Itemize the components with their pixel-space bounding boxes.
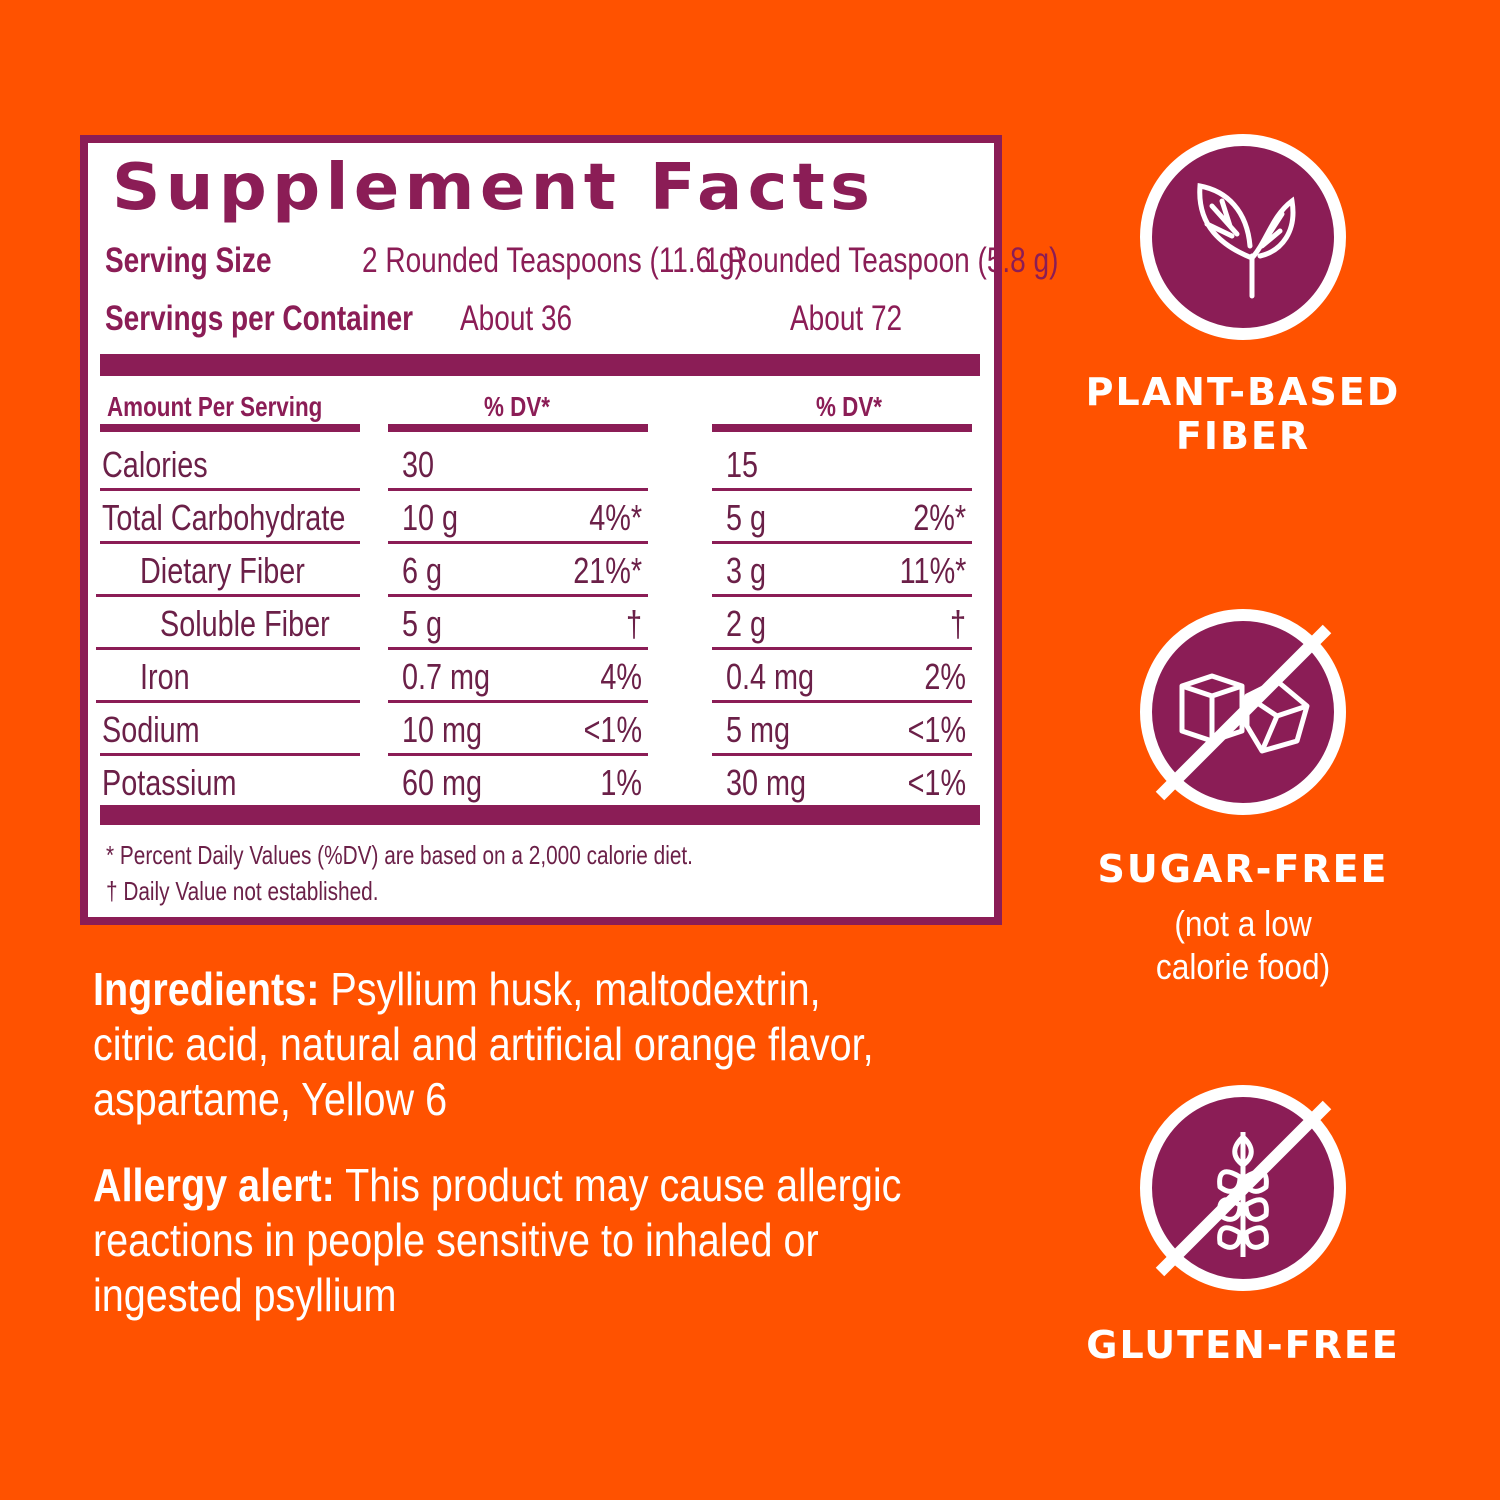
ingredients-text: Psyllium husk, maltodextrin, [319, 963, 821, 1015]
divider [712, 424, 972, 432]
nutrient-name: Calories [102, 444, 208, 485]
dv-header-1: % DV* [484, 391, 550, 422]
dv-serving-1: <1% [583, 709, 642, 750]
nutrient-row: Sodium 10 mg <1% 5 mg <1% [88, 703, 994, 756]
allergy-text: ingested psyllium [93, 1269, 397, 1321]
nutrient-name: Soluble Fiber [160, 603, 330, 644]
row-divider [388, 541, 648, 544]
allergy-text: This product may cause allergic [334, 1159, 902, 1211]
amount-serving-2: 5 mg [726, 709, 791, 750]
ingredients-text: aspartame, Yellow 6 [93, 1073, 448, 1125]
badge-sugar-free: SUGAR-FREE [1097, 847, 1389, 891]
amount-serving-1: 10 mg [402, 709, 483, 750]
no-wheat-icon [1140, 1085, 1346, 1291]
badge-sugar-free-note: (not a low [1174, 903, 1312, 944]
divider-thick [100, 805, 980, 825]
dv-serving-2: 2%* [913, 497, 966, 538]
serving-size-1: 2 Rounded Teaspoons (11.6 g) [362, 241, 744, 280]
allergy-label: Allergy alert: [93, 1159, 335, 1211]
footnote-dagger: † Daily Value not established. [106, 876, 379, 906]
divider-thick [100, 354, 980, 376]
dv-serving-2: 2% [924, 656, 966, 697]
row-divider [96, 594, 360, 597]
row-divider [100, 488, 360, 491]
dv-serving-1: † [625, 603, 642, 644]
row-divider [100, 753, 360, 756]
amount-serving-2: 30 mg [726, 762, 807, 803]
amount-serving-2: 3 g [726, 550, 767, 591]
amount-header: Amount Per Serving [107, 391, 323, 422]
badge-plant-based-line2: FIBER [1175, 414, 1311, 458]
row-divider [388, 594, 648, 597]
row-divider [712, 488, 972, 491]
nutrient-row: Potassium 60 mg 1% 30 mg <1% [88, 756, 994, 809]
amount-serving-1: 10 g [402, 497, 459, 538]
row-divider [96, 647, 360, 650]
divider [388, 424, 648, 432]
no-sugar-cubes-icon [1140, 609, 1346, 815]
nutrient-row: Iron 0.7 mg 4% 0.4 mg 2% [88, 650, 994, 703]
serving-size-2: 1 Rounded Teaspoon (5.8 g) [704, 241, 1059, 280]
amount-serving-1: 0.7 mg [402, 656, 491, 697]
dv-serving-1: 1% [600, 762, 642, 803]
nutrient-name: Potassium [102, 762, 237, 803]
facts-title: Supplement Facts [112, 151, 876, 225]
ingredients-label: Ingredients: [93, 963, 320, 1015]
nutrient-row: Calories 30 15 [88, 438, 994, 491]
ingredients-text: citric acid, natural and artificial oran… [93, 1018, 874, 1070]
badge-sugar-free-note: calorie food) [1155, 946, 1331, 987]
row-divider [712, 647, 972, 650]
amount-serving-1: 6 g [402, 550, 443, 591]
leaf-icon [1140, 134, 1346, 340]
amount-serving-2: 5 g [726, 497, 767, 538]
badge-gluten-free: GLUTEN-FREE [1086, 1323, 1400, 1367]
ingredients: Ingredients: Psyllium husk, maltodextrin… [93, 962, 1001, 1127]
row-divider [712, 594, 972, 597]
nutrient-row: Soluble Fiber 5 g † 2 g † [88, 597, 994, 650]
row-divider [388, 700, 648, 703]
servings-2: About 72 [790, 299, 903, 338]
supplement-facts-panel: Supplement Facts Serving Size 2 Rounded … [80, 135, 1058, 925]
dv-serving-1: 4%* [589, 497, 642, 538]
badge-plant-based-line1: PLANT-BASED [1085, 370, 1401, 414]
row-divider [100, 541, 360, 544]
amount-serving-2: 0.4 mg [726, 656, 815, 697]
dv-serving-1: 4% [600, 656, 642, 697]
servings-1: About 36 [460, 299, 573, 338]
nutrient-row: Dietary Fiber 6 g 21%* 3 g 11%* [88, 544, 994, 597]
row-divider [388, 647, 648, 650]
dv-serving-1: 21%* [573, 550, 642, 591]
amount-serving-2: 15 [726, 444, 759, 485]
allergy-text: reactions in people sensitive to inhaled… [93, 1214, 819, 1266]
dv-header-2: % DV* [816, 391, 882, 422]
footnote-dv: * Percent Daily Values (%DV) are based o… [106, 840, 693, 870]
amount-serving-2: 2 g [726, 603, 767, 644]
nutrient-name: Iron [140, 656, 190, 697]
row-divider [96, 700, 360, 703]
nutrient-name: Dietary Fiber [140, 550, 305, 591]
row-divider [712, 753, 972, 756]
row-divider [712, 700, 972, 703]
dv-serving-2: <1% [907, 762, 966, 803]
allergy-alert: Allergy alert: This product may cause al… [93, 1158, 1033, 1323]
dv-serving-2: 11%* [899, 550, 966, 591]
row-divider [388, 488, 648, 491]
dv-serving-2: <1% [907, 709, 966, 750]
dv-serving-2: † [949, 603, 966, 644]
servings-label: Servings per Container [105, 299, 414, 338]
nutrient-row: Total Carbohydrate 10 g 4%* 5 g 2%* [88, 491, 994, 544]
row-divider [388, 753, 648, 756]
amount-serving-1: 60 mg [402, 762, 483, 803]
row-divider [712, 541, 972, 544]
nutrient-name: Total Carbohydrate [102, 497, 346, 538]
serving-size-label: Serving Size [105, 241, 272, 280]
nutrient-name: Sodium [102, 709, 200, 750]
amount-serving-1: 5 g [402, 603, 443, 644]
amount-serving-1: 30 [402, 444, 435, 485]
divider [100, 424, 360, 432]
